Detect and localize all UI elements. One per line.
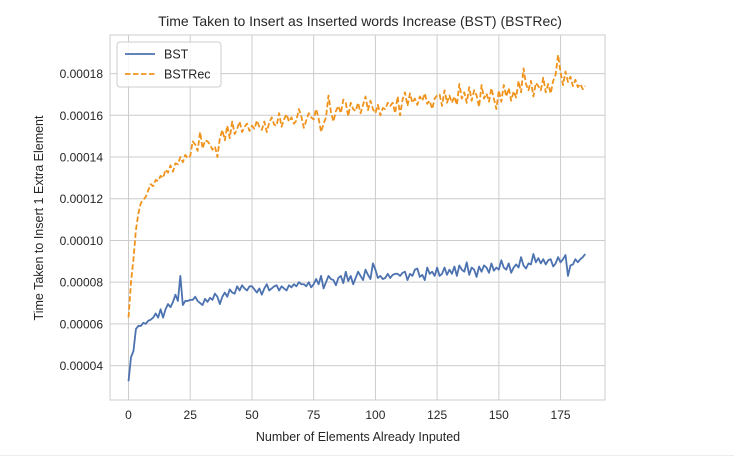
y-tick-label: 0.00004 bbox=[60, 359, 104, 373]
legend-label-bstrec: BSTRec bbox=[164, 68, 211, 82]
x-tick-label: 175 bbox=[551, 408, 571, 422]
x-tick-label: 150 bbox=[489, 408, 509, 422]
series-line-bstrec bbox=[127, 53, 586, 318]
x-tick-label: 0 bbox=[125, 408, 132, 422]
plot-area bbox=[109, 34, 606, 401]
series-lines bbox=[127, 53, 586, 382]
legend: BST BSTRec bbox=[116, 41, 222, 88]
x-axis-tick-labels: 0 25 50 75 100 125 150 175 bbox=[125, 408, 571, 422]
x-tick-label: 100 bbox=[365, 408, 385, 422]
y-tick-label: 0.00008 bbox=[60, 276, 104, 290]
legend-label-bst: BST bbox=[164, 48, 189, 62]
y-axis-label: Time Taken to Insert 1 Extra Element bbox=[32, 115, 46, 320]
x-tick-label: 125 bbox=[427, 408, 447, 422]
page-divider bbox=[0, 455, 734, 456]
x-tick-label: 50 bbox=[245, 408, 259, 422]
x-tick-label: 25 bbox=[184, 408, 198, 422]
y-tick-label: 0.00006 bbox=[60, 317, 104, 331]
y-axis-tick-labels: 0.00004 0.00006 0.00008 0.00010 0.00012 0.000… bbox=[60, 67, 104, 373]
y-tick-label: 0.00014 bbox=[60, 151, 104, 165]
y-tick-label: 0.00012 bbox=[60, 192, 104, 206]
series-line-bst bbox=[127, 253, 586, 382]
x-axis-label: Number of Elements Already Inputed bbox=[256, 430, 460, 444]
y-tick-label: 0.00016 bbox=[60, 109, 104, 123]
y-tick-label: 0.00018 bbox=[60, 67, 104, 81]
plot-frame bbox=[109, 34, 606, 401]
chart-title: Time Taken to Insert as Inserted words I… bbox=[158, 13, 562, 29]
x-tick-label: 75 bbox=[307, 408, 321, 422]
vertical-gridlines bbox=[128, 35, 562, 400]
y-tick-label: 0.00010 bbox=[60, 234, 104, 248]
